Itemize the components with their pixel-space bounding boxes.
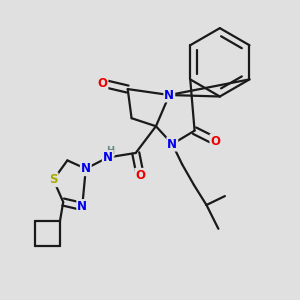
Text: S: S [49, 173, 58, 186]
Text: N: N [103, 151, 113, 164]
Text: H: H [106, 146, 114, 156]
Text: O: O [210, 135, 220, 148]
Text: N: N [81, 162, 91, 175]
Text: N: N [77, 200, 87, 213]
Text: O: O [98, 76, 107, 90]
Text: N: N [167, 138, 177, 151]
Text: O: O [135, 169, 145, 182]
Text: N: N [164, 88, 174, 101]
